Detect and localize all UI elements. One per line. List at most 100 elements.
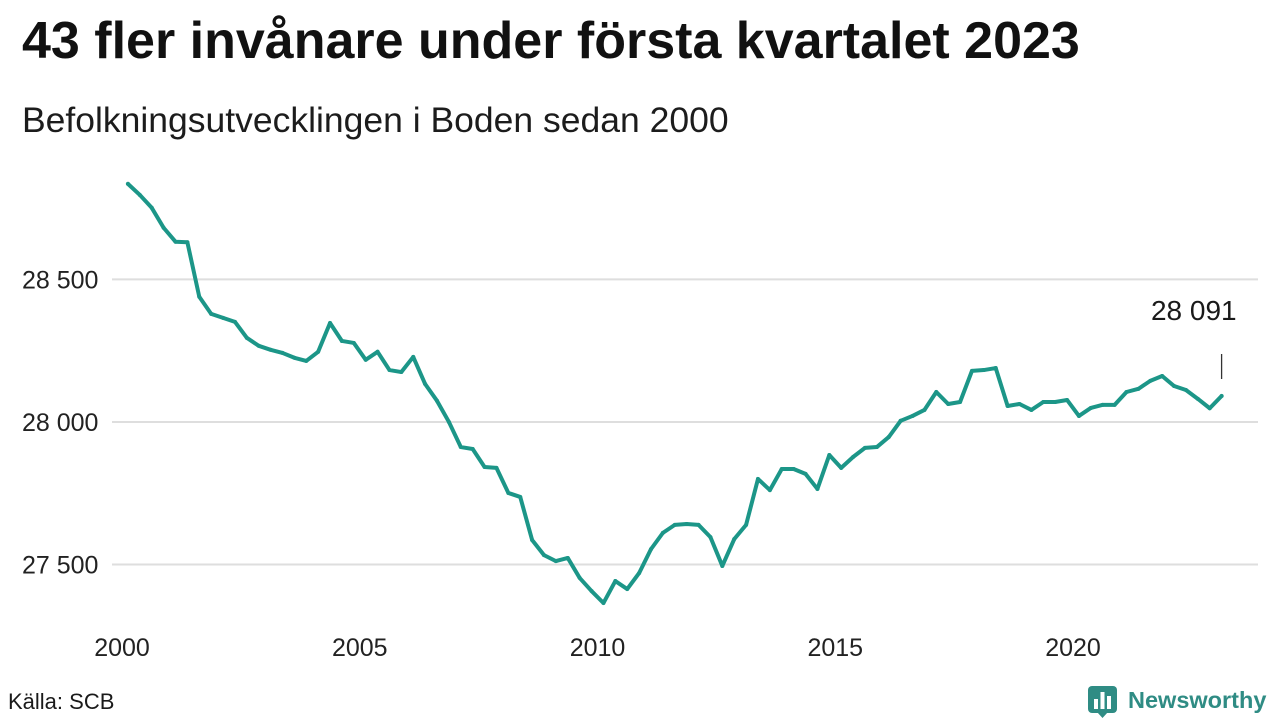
chart-title: 43 fler invånare under första kvartalet … xyxy=(22,12,1080,70)
data-point: 2008-Q2: 27737 xyxy=(518,494,523,499)
data-point: 2008-Q3: 27586 xyxy=(530,537,535,542)
data-point: 2020-Q1: 28021 xyxy=(1076,413,1081,418)
data-point: 2000-Q1: 28835 xyxy=(125,181,130,186)
data-point: 2021-Q2: 28116 xyxy=(1136,386,1141,391)
chart-subtitle: Befolkningsutvecklingen i Boden sedan 20… xyxy=(22,100,729,140)
annotation-label: 28 091 xyxy=(1151,295,1237,326)
data-point: 2017-Q4: 28179 xyxy=(969,368,974,373)
data-point: 2007-Q2: 27905 xyxy=(470,447,475,452)
y-axis: 27 500 28 000 28 500 xyxy=(22,266,98,579)
data-point: 2012-Q3: 27495 xyxy=(720,563,725,568)
data-point: 2021-Q3: 28144 xyxy=(1148,378,1153,383)
data-point: 2005-Q2: 28246 xyxy=(375,349,380,354)
data-point: 2018-Q1: 28182 xyxy=(981,368,986,373)
data-point: 2016-Q4: 28042 xyxy=(922,407,927,412)
data-point: 2016-Q3: 28021 xyxy=(910,413,915,418)
data-point: 2013-Q1: 27639 xyxy=(744,522,749,527)
data-point: 2017-Q3: 28070 xyxy=(958,399,963,404)
y-tick-label: 28 500 xyxy=(22,266,98,294)
data-point: 2022-Q1: 28126 xyxy=(1172,384,1177,389)
x-tick-label: 2020 xyxy=(1045,634,1101,662)
data-point: 2010-Q4: 27470 xyxy=(637,571,642,576)
data-point: 2015-Q4: 27912 xyxy=(874,445,879,450)
data-point: 2009-Q4: 27407 xyxy=(589,589,594,594)
data-point: 2017-Q2: 28063 xyxy=(946,401,951,406)
data-point: 2018-Q2: 28189 xyxy=(993,366,998,371)
data-point: 2013-Q2: 27800 xyxy=(755,476,760,481)
data-point: 2012-Q1: 27639 xyxy=(696,522,701,527)
x-tick-label: 2010 xyxy=(570,634,626,662)
x-tick-label: 2005 xyxy=(332,634,388,662)
data-point: 2016-Q1: 27947 xyxy=(886,435,891,440)
x-axis: 2000 2005 2010 2015 2020 xyxy=(94,634,1101,662)
data-point: 2000-Q4: 28681 xyxy=(161,225,166,230)
data-point: 2019-Q4: 28077 xyxy=(1065,397,1070,402)
data-point: 2018-Q3: 28056 xyxy=(1005,403,1010,408)
data-point: 2022-Q3: 28081 xyxy=(1195,396,1200,401)
data-point: 2006-Q3: 28074 xyxy=(435,398,440,403)
data-point: 2012-Q4: 27589 xyxy=(732,537,737,542)
data-point: 2010-Q3: 27414 xyxy=(625,587,630,592)
data-point: 2014-Q3: 27765 xyxy=(815,486,820,491)
data-point: 2002-Q1: 28365 xyxy=(221,315,226,320)
data-point: 2020-Q2: 28049 xyxy=(1088,405,1093,410)
data-point: 2003-Q2: 28242 xyxy=(280,350,285,355)
data-point: 2002-Q4: 28267 xyxy=(256,343,261,348)
data-point: 2003-Q1: 28253 xyxy=(268,347,273,352)
data-point: 2006-Q1: 28228 xyxy=(411,354,416,359)
data-point: 2013-Q3: 27761 xyxy=(767,488,772,493)
data-point: 2010-Q1: 27365 xyxy=(601,601,606,606)
data-point: 2012-Q2: 27596 xyxy=(708,535,713,540)
data-point: 2002-Q2: 28351 xyxy=(232,319,237,324)
data-point: 2013-Q4: 27835 xyxy=(779,466,784,471)
series: 2000-Q1: 28835 2000-Q2: 28796 2000-Q3: 287… xyxy=(125,181,1224,606)
data-point: 2003-Q3: 28225 xyxy=(292,355,297,360)
data-point: 2009-Q1: 27512 xyxy=(553,559,558,564)
data-point: 2014-Q2: 27818 xyxy=(803,471,808,476)
data-point: 2002-Q3: 28295 xyxy=(244,335,249,340)
data-point: 2005-Q3: 28182 xyxy=(387,368,392,373)
data-point: 2001-Q1: 28632 xyxy=(173,239,178,244)
newsworthy-logo-icon xyxy=(1088,686,1117,718)
data-point: 2019-Q2: 28070 xyxy=(1041,399,1046,404)
data-point: 2008-Q1: 27751 xyxy=(506,490,511,495)
data-point: 2022-Q4: 28048 xyxy=(1207,406,1212,411)
data-point: 2000-Q2: 28796 xyxy=(137,192,142,197)
data-point: 2005-Q1: 28218 xyxy=(363,357,368,362)
data-point: 2011-Q2: 27611 xyxy=(660,530,665,535)
data-point: 2015-Q1: 27839 xyxy=(839,465,844,470)
data-point: 2004-Q3: 28284 xyxy=(339,338,344,343)
data-point: 2001-Q3: 28439 xyxy=(197,294,202,299)
data-point: 2004-Q1: 28246 xyxy=(316,349,321,354)
source-note: Källa: SCB xyxy=(8,689,115,714)
data-point: 2014-Q1: 27835 xyxy=(791,466,796,471)
data-point: 2001-Q4: 28379 xyxy=(209,311,214,316)
data-point: 2011-Q4: 27642 xyxy=(684,522,689,527)
data-point: 2017-Q1: 28105 xyxy=(934,390,939,394)
data-point: 2001-Q2: 28630 xyxy=(185,240,190,245)
data-point: 2004-Q4: 28277 xyxy=(351,340,356,345)
data-point: 2005-Q4: 28175 xyxy=(399,370,404,375)
data-point: 2007-Q4: 27839 xyxy=(494,465,499,470)
data-point: 2007-Q3: 27842 xyxy=(482,464,487,469)
data-point: 2021-Q1: 28105 xyxy=(1124,390,1129,394)
x-tick-label: 2015 xyxy=(807,634,863,662)
data-point: 2015-Q3: 27909 xyxy=(862,445,867,450)
data-point: 2008-Q4: 27533 xyxy=(542,553,547,558)
data-point: 2006-Q2: 28133 xyxy=(423,382,428,387)
data-point: 2004-Q2: 28347 xyxy=(328,320,333,325)
x-tick-label: 2000 xyxy=(94,634,150,662)
data-point: 2000-Q3: 28751 xyxy=(149,205,154,210)
series-line xyxy=(125,181,1224,606)
newsworthy-logo-text: Newsworthy xyxy=(1128,687,1267,713)
data-point: 2016-Q2: 28004 xyxy=(898,418,903,423)
data-point: 2018-Q4: 28063 xyxy=(1017,401,1022,406)
data-point: 2011-Q3: 27639 xyxy=(672,522,677,527)
data-point: 2020-Q4: 28060 xyxy=(1112,402,1117,407)
data-point: 2015-Q2: 27877 xyxy=(851,455,856,460)
data-point: 2009-Q2: 27523 xyxy=(565,555,570,560)
data-point: 2019-Q1: 28042 xyxy=(1029,407,1034,412)
